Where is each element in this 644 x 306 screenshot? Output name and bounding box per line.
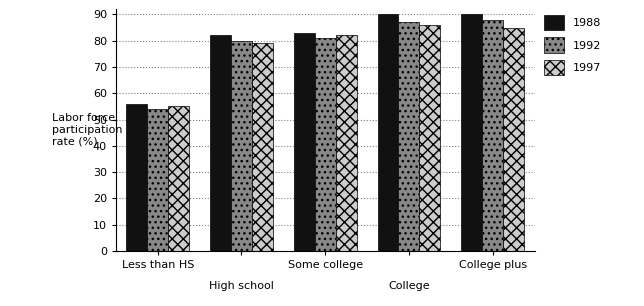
Text: High school: High school (209, 282, 274, 292)
Bar (482, 20, 503, 251)
Bar (210, 35, 231, 251)
Bar (419, 25, 440, 251)
Bar (231, 41, 252, 251)
Bar (377, 14, 399, 251)
Bar (252, 43, 273, 251)
Text: College: College (388, 282, 430, 292)
Bar (315, 38, 336, 251)
Bar (168, 106, 189, 251)
Y-axis label: Labor force
participation
rate (%): Labor force participation rate (%) (52, 114, 122, 147)
Bar (294, 33, 315, 251)
Legend: 1988, 1992, 1997: 1988, 1992, 1997 (544, 15, 601, 75)
Bar (503, 28, 524, 251)
Bar (147, 109, 168, 251)
Bar (399, 22, 419, 251)
Bar (461, 14, 482, 251)
Bar (126, 104, 147, 251)
Bar (336, 35, 357, 251)
